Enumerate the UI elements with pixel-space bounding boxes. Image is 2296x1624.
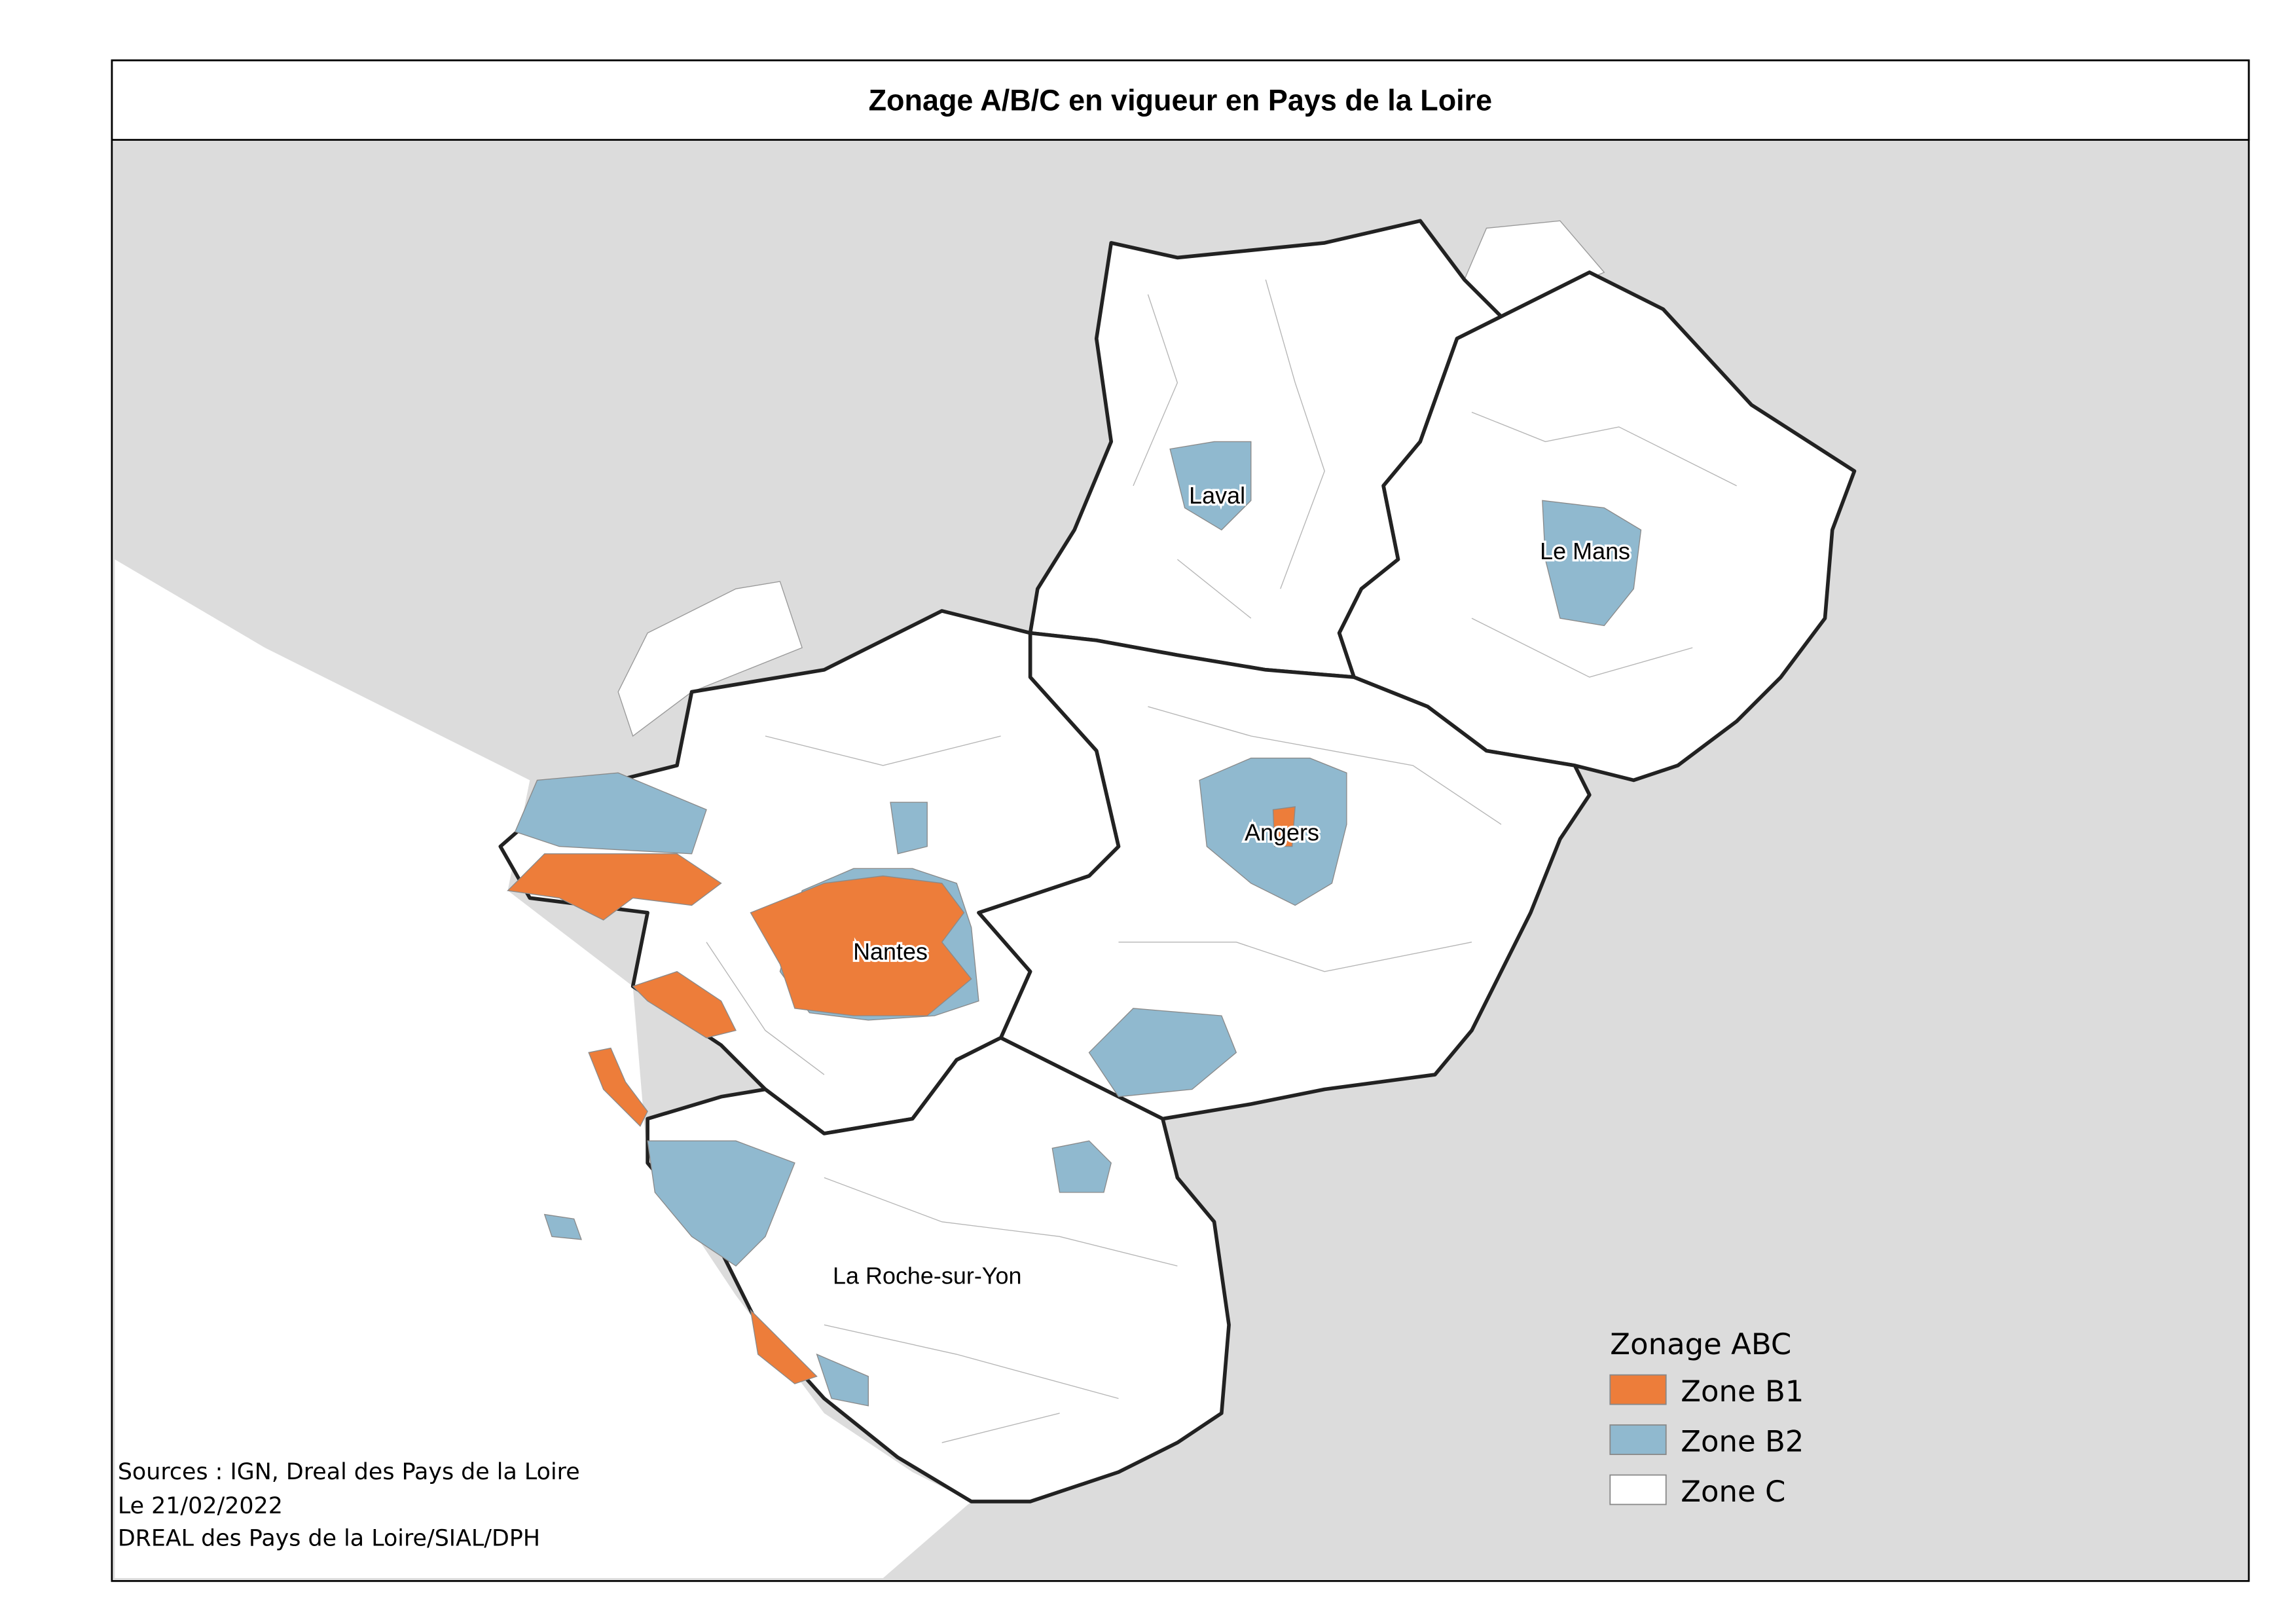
zone-b2-area [543, 1213, 582, 1240]
title-box [111, 59, 2250, 141]
zone-b2-area [1169, 441, 1252, 531]
sea [115, 559, 972, 1578]
zone-b2-area [816, 1353, 869, 1407]
legend: Zonage ABC Zone B1 Zone B2 Zone C [1609, 1327, 1804, 1509]
map-group: Laval Le Mans Angers Nantes La Roche-sur… [111, 59, 2250, 1582]
city-label: Nantes [853, 938, 928, 965]
zone-b2-area [1051, 1140, 1112, 1193]
zone-b2-area [1542, 500, 1642, 627]
commune-boundaries [706, 279, 1737, 1443]
zone-b2-area [514, 772, 707, 855]
legend-label: Zone C [1681, 1474, 1785, 1509]
legend-swatch [1609, 1424, 1667, 1455]
zone-b2-area [890, 802, 928, 855]
city-label: La Roche-sur-Yon [833, 1262, 1021, 1289]
city-label: Angers [1245, 819, 1319, 846]
zone-b1-area [507, 853, 722, 921]
legend-label: Zone B1 [1681, 1374, 1804, 1409]
title: Zonage A/B/C en vigueur en Pays de la Lo… [869, 84, 1493, 117]
city-label: Le Mans [1540, 538, 1630, 564]
zone-b2-area [1088, 1008, 1237, 1098]
zone-b2-area [1199, 758, 1347, 906]
legend-swatch [1609, 1374, 1667, 1405]
source-line: Le 21/02/2022 [118, 1493, 283, 1519]
city-label: Laval [1189, 482, 1245, 509]
zone-b1-area [632, 970, 737, 1039]
source-line: Sources : IGN, Dreal des Pays de la Loir… [118, 1459, 580, 1485]
zone-b1-area [750, 875, 972, 1016]
legend-title: Zonage ABC [1610, 1327, 1791, 1361]
legend-swatch [1609, 1474, 1667, 1505]
zone-b2-area [647, 1140, 795, 1267]
zone-b1-area [588, 1047, 648, 1127]
zone-b1 [507, 806, 1296, 1384]
legend-label: Zone B2 [1681, 1424, 1804, 1459]
frame [111, 59, 2250, 1582]
zone-b1-area [750, 1308, 818, 1384]
source-line: DREAL des Pays de la Loire/SIAL/DPH [118, 1525, 540, 1551]
neighbor-communes [617, 581, 803, 737]
zone-b1-area [1272, 806, 1296, 847]
